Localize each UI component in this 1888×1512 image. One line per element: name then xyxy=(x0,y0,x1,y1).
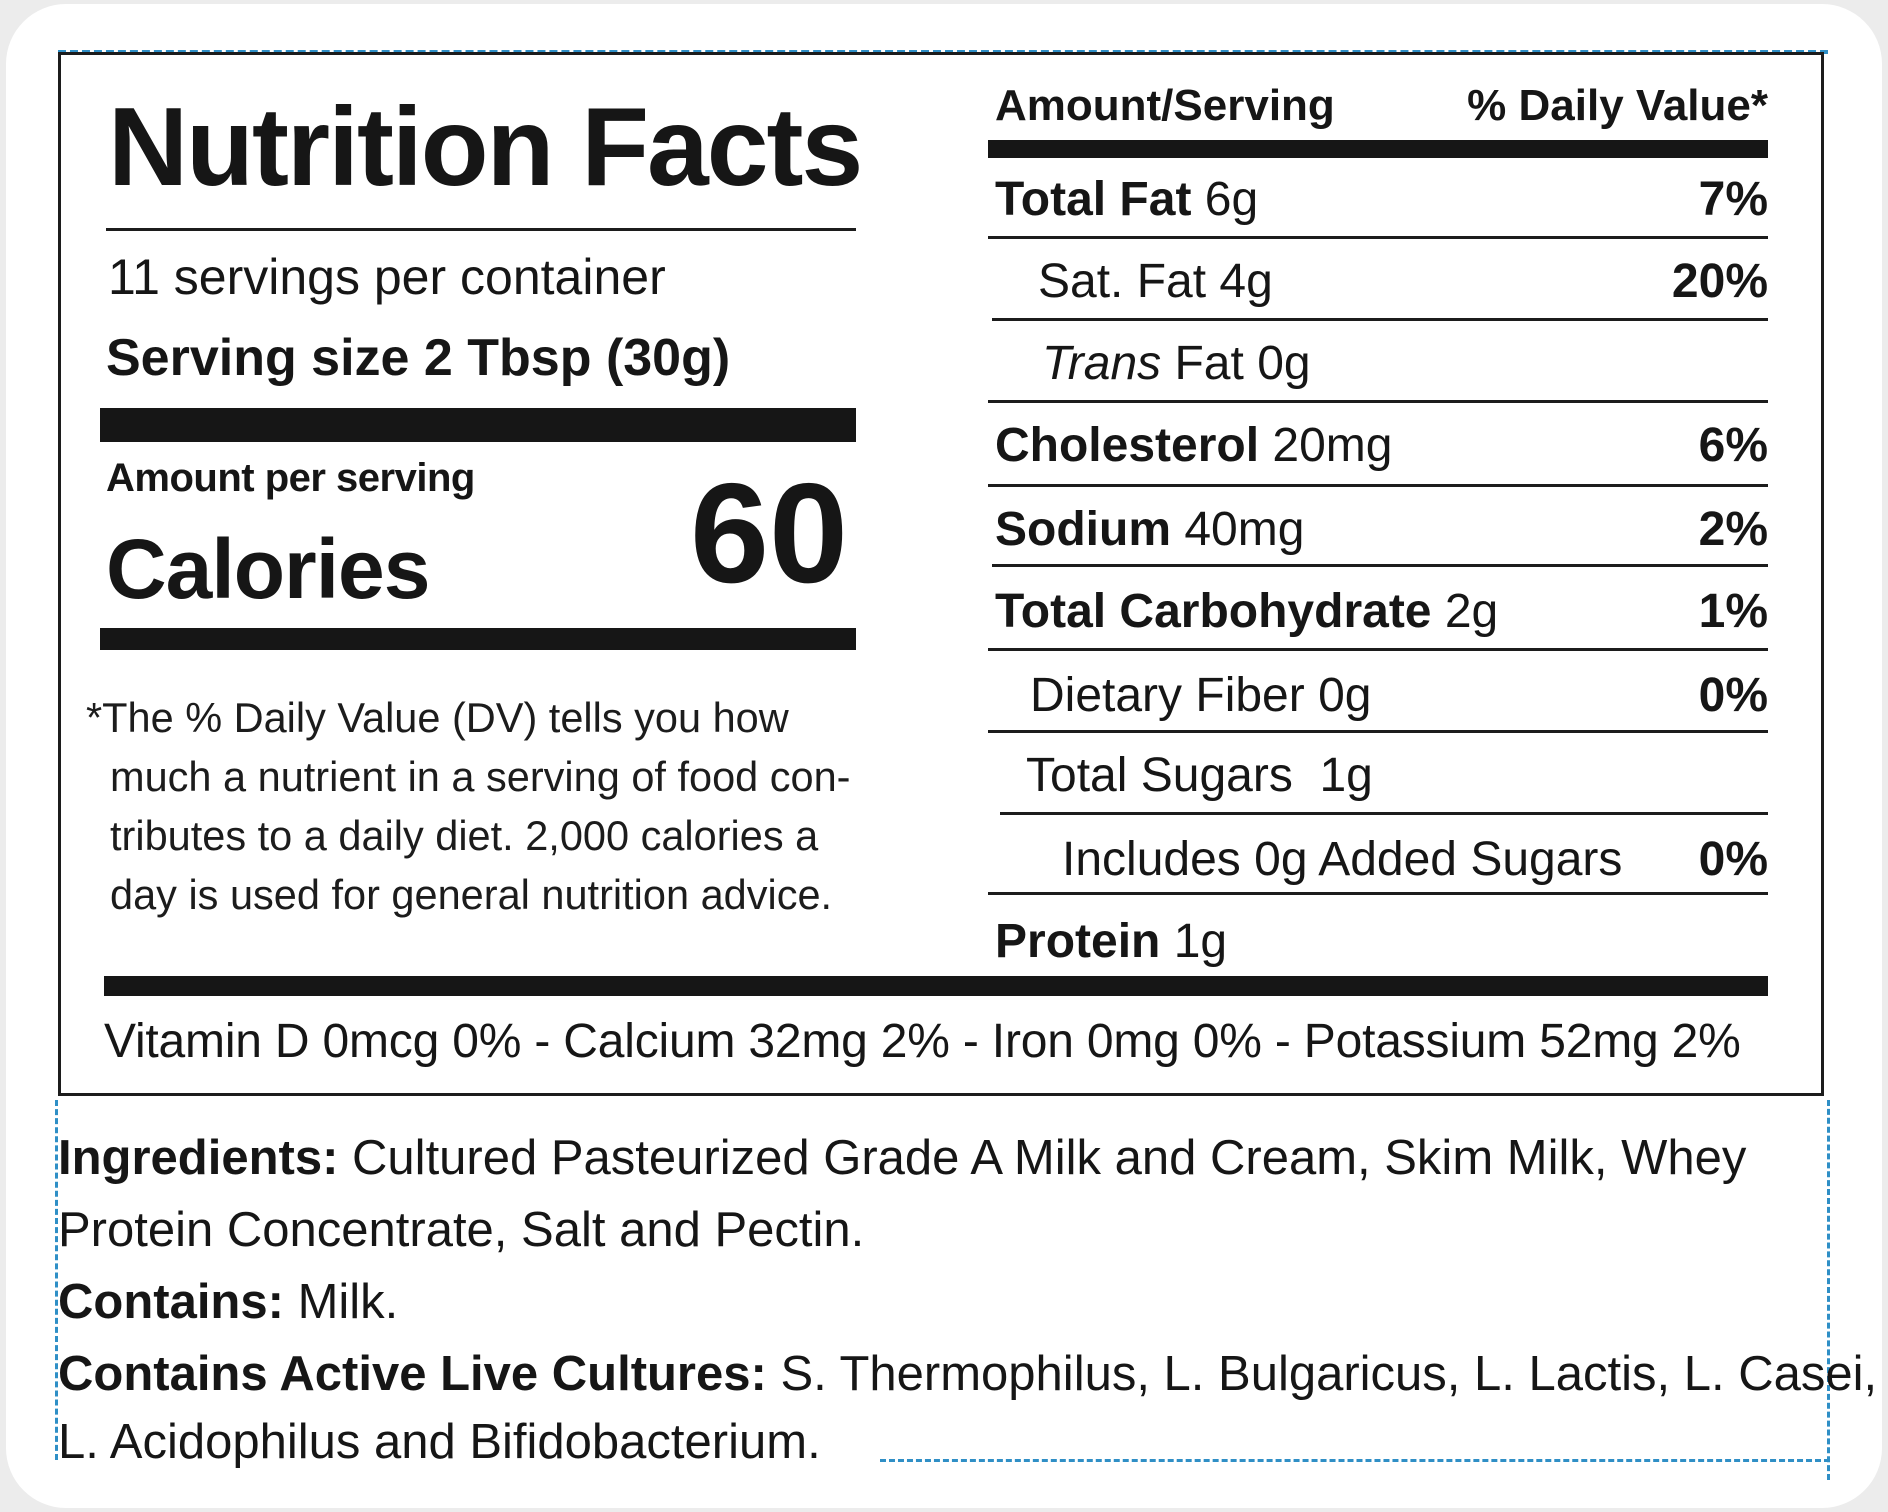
nutrient-dv: 6% xyxy=(1698,419,1768,472)
vitamins-minerals: Vitamin D 0mcg 0% - Calcium 32mg 2% - Ir… xyxy=(104,1015,1741,1068)
servings-per-container: 11 servings per container xyxy=(108,249,666,305)
nutrient-name: Sat. Fat 4g xyxy=(1038,255,1273,308)
cultures-line-2: L. Acidophilus and Bifidobacterium. xyxy=(58,1415,821,1469)
nutrient-row-protein: Protein 1g xyxy=(0,900,1888,978)
amount-serving-header: Amount/Serving xyxy=(995,81,1335,130)
nutrition-facts-panel xyxy=(58,52,1824,1096)
daily-value-footnote: *The % Daily Value (DV) tells you how mu… xyxy=(86,688,926,924)
row-divider xyxy=(988,648,1768,651)
daily-value-header: % Daily Value* xyxy=(1467,81,1768,130)
nutrient-name: Protein 1g xyxy=(995,915,1228,968)
nutrient-row-dietary-fiber: Dietary Fiber 0g 0% xyxy=(0,654,1888,732)
contains-line: Contains: Milk. xyxy=(58,1278,1828,1327)
footnote-line: day is used for general nutrition advice… xyxy=(110,871,833,918)
nutrient-dv: 7% xyxy=(1698,173,1768,226)
nutrient-dv: 1% xyxy=(1698,585,1768,638)
row-divider xyxy=(988,892,1768,895)
calories-value: 60 xyxy=(690,454,848,613)
footnote-line: much a nutrient in a serving of food con… xyxy=(110,753,851,800)
row-divider xyxy=(988,484,1768,487)
header-thick-rule xyxy=(988,140,1768,158)
vitamins-thick-rule xyxy=(104,976,1768,996)
ingredients-text: Cultured Pasteurized Grade A Milk and Cr… xyxy=(352,1131,1747,1185)
row-divider xyxy=(992,564,1768,567)
nutrient-name: Total Sugars 1g xyxy=(1026,749,1373,802)
dashed-border-left xyxy=(55,1100,58,1460)
row-divider xyxy=(988,236,1768,239)
footnote-line: tributes to a daily diet. 2,000 calories… xyxy=(110,812,819,859)
calories-label: Calories xyxy=(106,522,430,616)
nutrient-row-sodium: Sodium 40mg 2% xyxy=(0,488,1888,566)
title-rule xyxy=(106,228,856,231)
cultures-line-1: Contains Active Live Cultures: S. Thermo… xyxy=(58,1347,1877,1401)
nutrition-facts-title: Nutrition Facts xyxy=(108,85,863,209)
nutrient-row-cholesterol: Cholesterol 20mg 6% xyxy=(0,404,1888,482)
nutrient-row-total-carbohydrate: Total Carbohydrate 2g 1% xyxy=(0,570,1888,648)
nutrient-row-total-fat: Total Fat 6g 7% xyxy=(0,158,1888,236)
dashed-border-right xyxy=(1827,1100,1830,1480)
serving-size: Serving size 2 Tbsp (30g) xyxy=(106,329,731,387)
nutrient-dv: 2% xyxy=(1698,503,1768,556)
contains-label: Contains: xyxy=(58,1275,284,1329)
ingredients-line-2: Protein Concentrate, Salt and Pectin. xyxy=(58,1203,865,1257)
amount-per-serving: Amount per serving xyxy=(106,456,475,500)
dashed-border-bottom xyxy=(880,1459,1830,1462)
nutrient-name: Cholesterol 20mg xyxy=(995,419,1393,472)
row-divider xyxy=(988,400,1768,403)
row-divider xyxy=(988,730,1768,733)
ingredients-label: Ingredients: xyxy=(58,1131,339,1185)
cultures-text: S. Thermophilus, L. Bulgaricus, L. Lacti… xyxy=(780,1347,1878,1401)
nutrient-name: Trans Fat 0g xyxy=(1042,337,1311,390)
nutrient-dv: 0% xyxy=(1698,833,1768,886)
calories-thick-rule xyxy=(100,628,856,650)
nutrient-name: Includes 0g Added Sugars xyxy=(1062,833,1623,886)
nutrient-name: Total Carbohydrate 2g xyxy=(995,585,1499,638)
nutrient-dv: 20% xyxy=(1671,255,1768,308)
row-divider xyxy=(992,318,1768,321)
nutrient-name: Sodium 40mg xyxy=(995,503,1305,556)
footnote-line: *The % Daily Value (DV) tells you how xyxy=(86,694,789,741)
nutrient-row-total-sugars: Total Sugars 1g xyxy=(0,734,1888,812)
nutrient-dv: 0% xyxy=(1698,669,1768,722)
nutrient-row-trans-fat: Trans Fat 0g xyxy=(0,322,1888,400)
nutrient-name: Total Fat 6g xyxy=(995,173,1259,226)
nutrient-row-sat-fat: Sat. Fat 4g 20% xyxy=(0,240,1888,318)
row-divider xyxy=(1000,812,1768,815)
ingredients-line-1: Ingredients: Cultured Pasteurized Grade … xyxy=(58,1134,1828,1183)
cultures-label: Contains Active Live Cultures: xyxy=(58,1347,767,1401)
nutrient-name: Dietary Fiber 0g xyxy=(1030,669,1372,722)
serving-size-thick-rule xyxy=(100,408,856,442)
nutrient-row-added-sugars: Includes 0g Added Sugars 0% xyxy=(0,818,1888,896)
contains-value: Milk. xyxy=(297,1275,399,1329)
